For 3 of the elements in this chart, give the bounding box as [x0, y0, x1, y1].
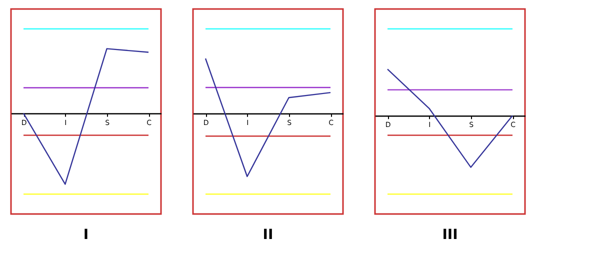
text: II: [262, 227, 274, 243]
text: III: [442, 227, 458, 243]
text: I: [83, 227, 89, 243]
